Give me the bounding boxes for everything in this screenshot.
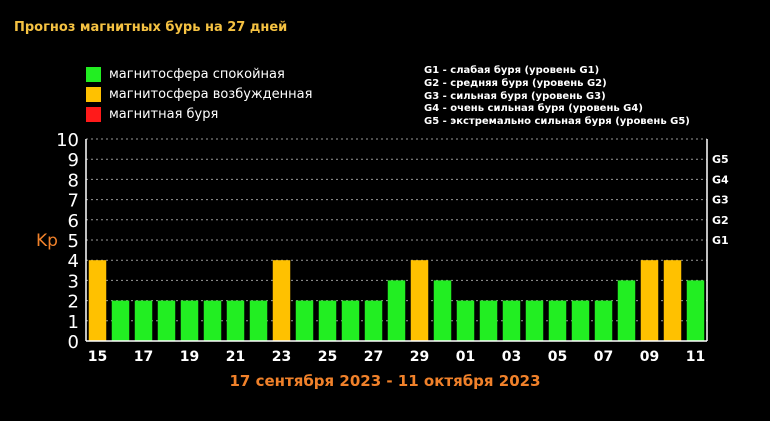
- legend-swatch-excited: [86, 86, 101, 102]
- legend-item-calm: магнитосфера спокойная: [86, 66, 285, 82]
- x-tick-label: 23: [272, 349, 291, 365]
- legend-label-calm: магнитосфера спокойная: [109, 66, 285, 82]
- storm-level-g5: G5 - экстремально сильная буря (уровень …: [424, 116, 690, 128]
- bar: [111, 300, 130, 341]
- y-tick-label: 0: [68, 332, 79, 353]
- bar: [525, 300, 544, 341]
- x-tick-label: 09: [640, 349, 659, 365]
- bar: [594, 300, 613, 341]
- legend-label-storm: магнитная буря: [109, 106, 219, 122]
- x-tick-label: 21: [226, 349, 245, 365]
- bar: [571, 300, 590, 341]
- x-tick-label: 01: [456, 349, 475, 365]
- bar: [88, 260, 107, 341]
- bar: [180, 300, 199, 341]
- storm-level-g3: G3 - сильная буря (уровень G3): [424, 90, 606, 102]
- legend-item-storm: магнитная буря: [86, 106, 218, 122]
- bar: [226, 300, 245, 341]
- bar: [502, 300, 521, 341]
- bar: [640, 260, 659, 341]
- legend-swatch-calm: [86, 66, 101, 82]
- storm-level-legend: G1 - слабая буря (уровень G1) G2 - средн…: [424, 65, 690, 129]
- bar: [410, 260, 429, 341]
- date-range: 17 сентября 2023 - 11 октября 2023: [229, 372, 541, 390]
- x-tick-label: 11: [686, 349, 705, 365]
- bar: [157, 300, 176, 341]
- y-axis-label: Kp: [36, 231, 58, 251]
- g-level-tick-label: G4: [712, 173, 729, 186]
- bar: [479, 300, 498, 341]
- y-tick-label: 4: [68, 251, 79, 272]
- y-tick-label: 10: [56, 130, 79, 151]
- g-level-tick-label: G3: [712, 194, 729, 207]
- y-tick-label: 2: [68, 292, 79, 313]
- y-tick-label: 3: [68, 271, 79, 292]
- storm-level-g1: G1 - слабая буря (уровень G1): [424, 65, 600, 76]
- bar: [617, 280, 636, 341]
- y-tick-label: 7: [68, 191, 79, 212]
- page-title: Прогноз магнитных бурь на 27 дней: [14, 20, 288, 35]
- bar: [295, 300, 314, 341]
- x-tick-label: 25: [318, 349, 337, 365]
- bar: [318, 300, 337, 341]
- y-tick-label: 8: [68, 170, 79, 191]
- bar: [249, 300, 268, 341]
- bar: [364, 300, 383, 341]
- x-tick-label: 07: [594, 349, 613, 365]
- bar: [548, 300, 567, 341]
- x-tick-label: 03: [502, 349, 521, 365]
- legend-swatch-storm: [86, 106, 101, 122]
- g-level-tick-label: G2: [712, 214, 729, 227]
- x-tick-label: 19: [180, 349, 199, 365]
- bar: [134, 300, 153, 341]
- g-level-tick-label: G5: [712, 153, 729, 166]
- bar: [387, 280, 406, 341]
- y-tick-label: 9: [68, 150, 79, 171]
- x-tick-label: 15: [88, 349, 107, 365]
- bar: [663, 260, 682, 341]
- bar: [272, 260, 291, 341]
- bar: [341, 300, 360, 341]
- legend-label-excited: магнитосфера возбужденная: [109, 86, 313, 102]
- bar: [433, 280, 452, 341]
- y-tick-label: 5: [68, 231, 79, 252]
- y-tick-label: 6: [68, 211, 79, 232]
- storm-level-g4: G4 - очень сильная буря (уровень G4): [424, 103, 643, 115]
- storm-level-g2: G2 - средняя буря (уровень G2): [424, 77, 607, 89]
- g-level-tick-label: G1: [712, 234, 729, 247]
- legend-item-excited: магнитосфера возбужденная: [86, 86, 312, 102]
- bar: [686, 280, 705, 341]
- x-tick-label: 27: [364, 349, 383, 365]
- bar: [203, 300, 222, 341]
- bar: [456, 300, 475, 341]
- x-tick-label: 17: [134, 349, 153, 365]
- x-tick-label: 05: [548, 349, 567, 365]
- x-tick-label: 29: [410, 349, 429, 365]
- y-tick-label: 1: [68, 312, 79, 333]
